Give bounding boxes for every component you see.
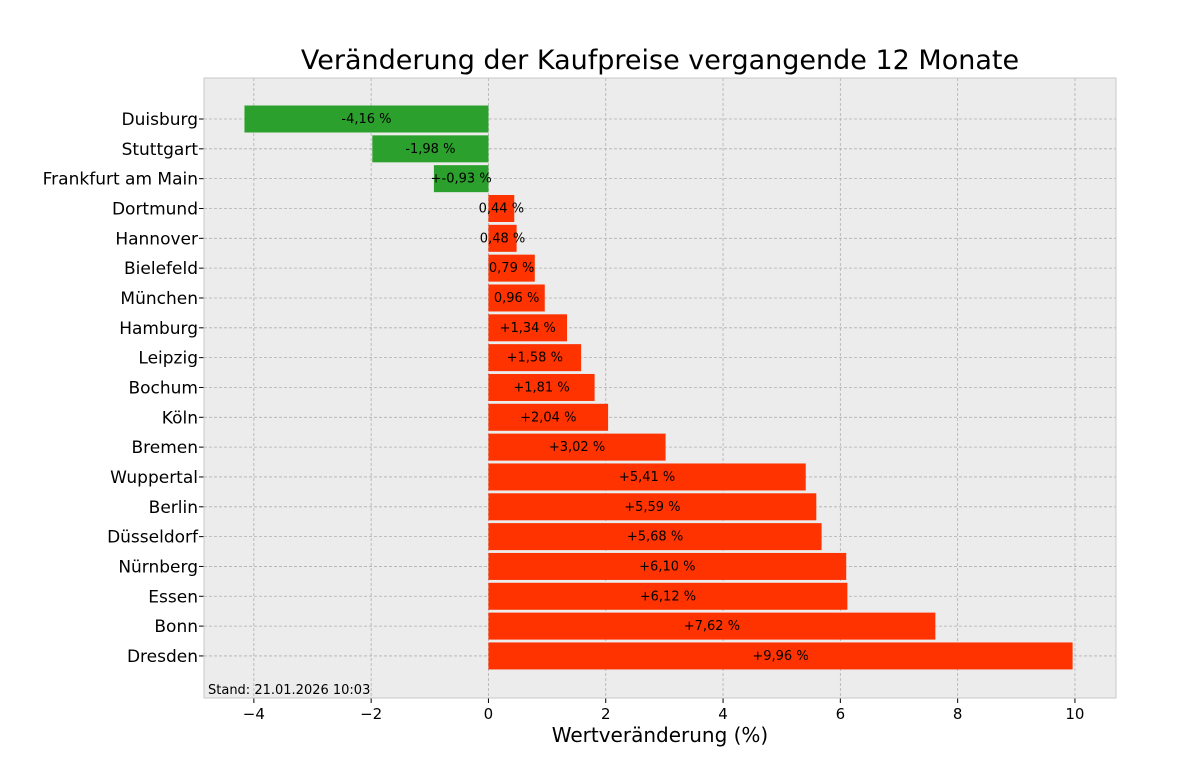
category-label: Dresden (127, 647, 198, 667)
timestamp-footnote: Stand: 21.01.2026 10:03 (208, 683, 370, 698)
x-tick-label: −4 (243, 705, 265, 723)
bar-value-label: +7,62 % (684, 619, 740, 634)
bar-value-label: +9,96 % (752, 649, 808, 664)
bar-value-label: +3,02 % (549, 440, 605, 455)
bar (488, 433, 666, 461)
bar (488, 284, 545, 312)
x-tick-label: 4 (718, 705, 728, 723)
category-label: Essen (148, 587, 198, 607)
x-axis-title: Wertveränderung (%) (552, 723, 769, 747)
bar-value-label: +-0,93 % (431, 172, 492, 187)
bar-value-label: 0,48 % (480, 231, 525, 246)
bar (488, 373, 595, 401)
x-tick-label: 8 (953, 705, 963, 723)
bar-value-label: 0,44 % (479, 201, 524, 216)
x-tick-label: −2 (360, 705, 382, 723)
bar (488, 403, 609, 431)
bar-value-label: +5,68 % (627, 530, 683, 545)
bar-value-label: 0,79 % (489, 261, 534, 276)
category-label: Nürnberg (118, 557, 198, 577)
category-label: Hannover (115, 229, 198, 249)
x-tick-label: 6 (836, 705, 846, 723)
category-label: Stuttgart (122, 140, 199, 160)
bar-value-label: +1,58 % (507, 351, 563, 366)
bar (488, 254, 535, 282)
bar (488, 552, 847, 580)
bar-value-label: 0,96 % (494, 291, 539, 306)
bar-value-label: +6,10 % (639, 559, 695, 574)
bar-value-label: +1,81 % (513, 380, 569, 395)
category-label: Duisburg (122, 110, 199, 130)
category-label: Düsseldorf (107, 528, 199, 548)
x-axis-labels: −4 −2 0 2 4 6 8 10 (243, 698, 1084, 723)
category-label: Leipzig (138, 349, 198, 369)
bar-value-label: +6,12 % (640, 589, 696, 604)
bar (488, 493, 817, 521)
category-label: München (120, 289, 198, 309)
category-label: Wuppertal (110, 468, 198, 488)
y-axis-labels: Duisburg Stuttgart Frankfurt am Main Dortmu… (43, 110, 204, 667)
bar-value-labels: -4,16 % -1,98 % +-0,93 % 0,44 % 0,48 % 0,79 %… (341, 112, 808, 664)
category-label: Dortmund (112, 199, 198, 219)
chart-title: Veränderung der Kaufpreise vergangende 1… (301, 45, 1019, 76)
x-tick-label: 0 (484, 705, 494, 723)
x-tick-label: 10 (1065, 705, 1084, 723)
category-label: Bonn (154, 617, 198, 637)
bar (488, 344, 582, 372)
x-tick-label: 2 (601, 705, 611, 723)
bar (488, 642, 1073, 670)
bar-value-label: +5,59 % (624, 500, 680, 515)
category-label: Berlin (149, 498, 198, 518)
bar-value-label: +2,04 % (520, 410, 576, 425)
bar-value-label: +5,41 % (619, 470, 675, 485)
bar (488, 224, 517, 252)
bar (488, 523, 822, 551)
bars-group (244, 105, 1073, 670)
bar (488, 314, 568, 342)
plot-frame (203, 77, 1117, 699)
category-label: Bochum (128, 378, 198, 398)
bar-value-label: -1,98 % (405, 142, 455, 157)
bar (433, 165, 489, 193)
bar (488, 582, 848, 610)
bar (372, 135, 489, 163)
bar-value-label: +1,34 % (500, 321, 556, 336)
category-label: Bielefeld (124, 259, 198, 279)
category-label: Frankfurt am Main (43, 170, 198, 190)
bar (244, 105, 489, 133)
bar (488, 194, 515, 222)
category-label: Bremen (131, 438, 198, 458)
category-label: Hamburg (119, 319, 198, 339)
bar (488, 463, 806, 491)
category-label: Köln (162, 408, 198, 428)
bar-value-label: -4,16 % (341, 112, 391, 127)
bar (488, 612, 936, 640)
